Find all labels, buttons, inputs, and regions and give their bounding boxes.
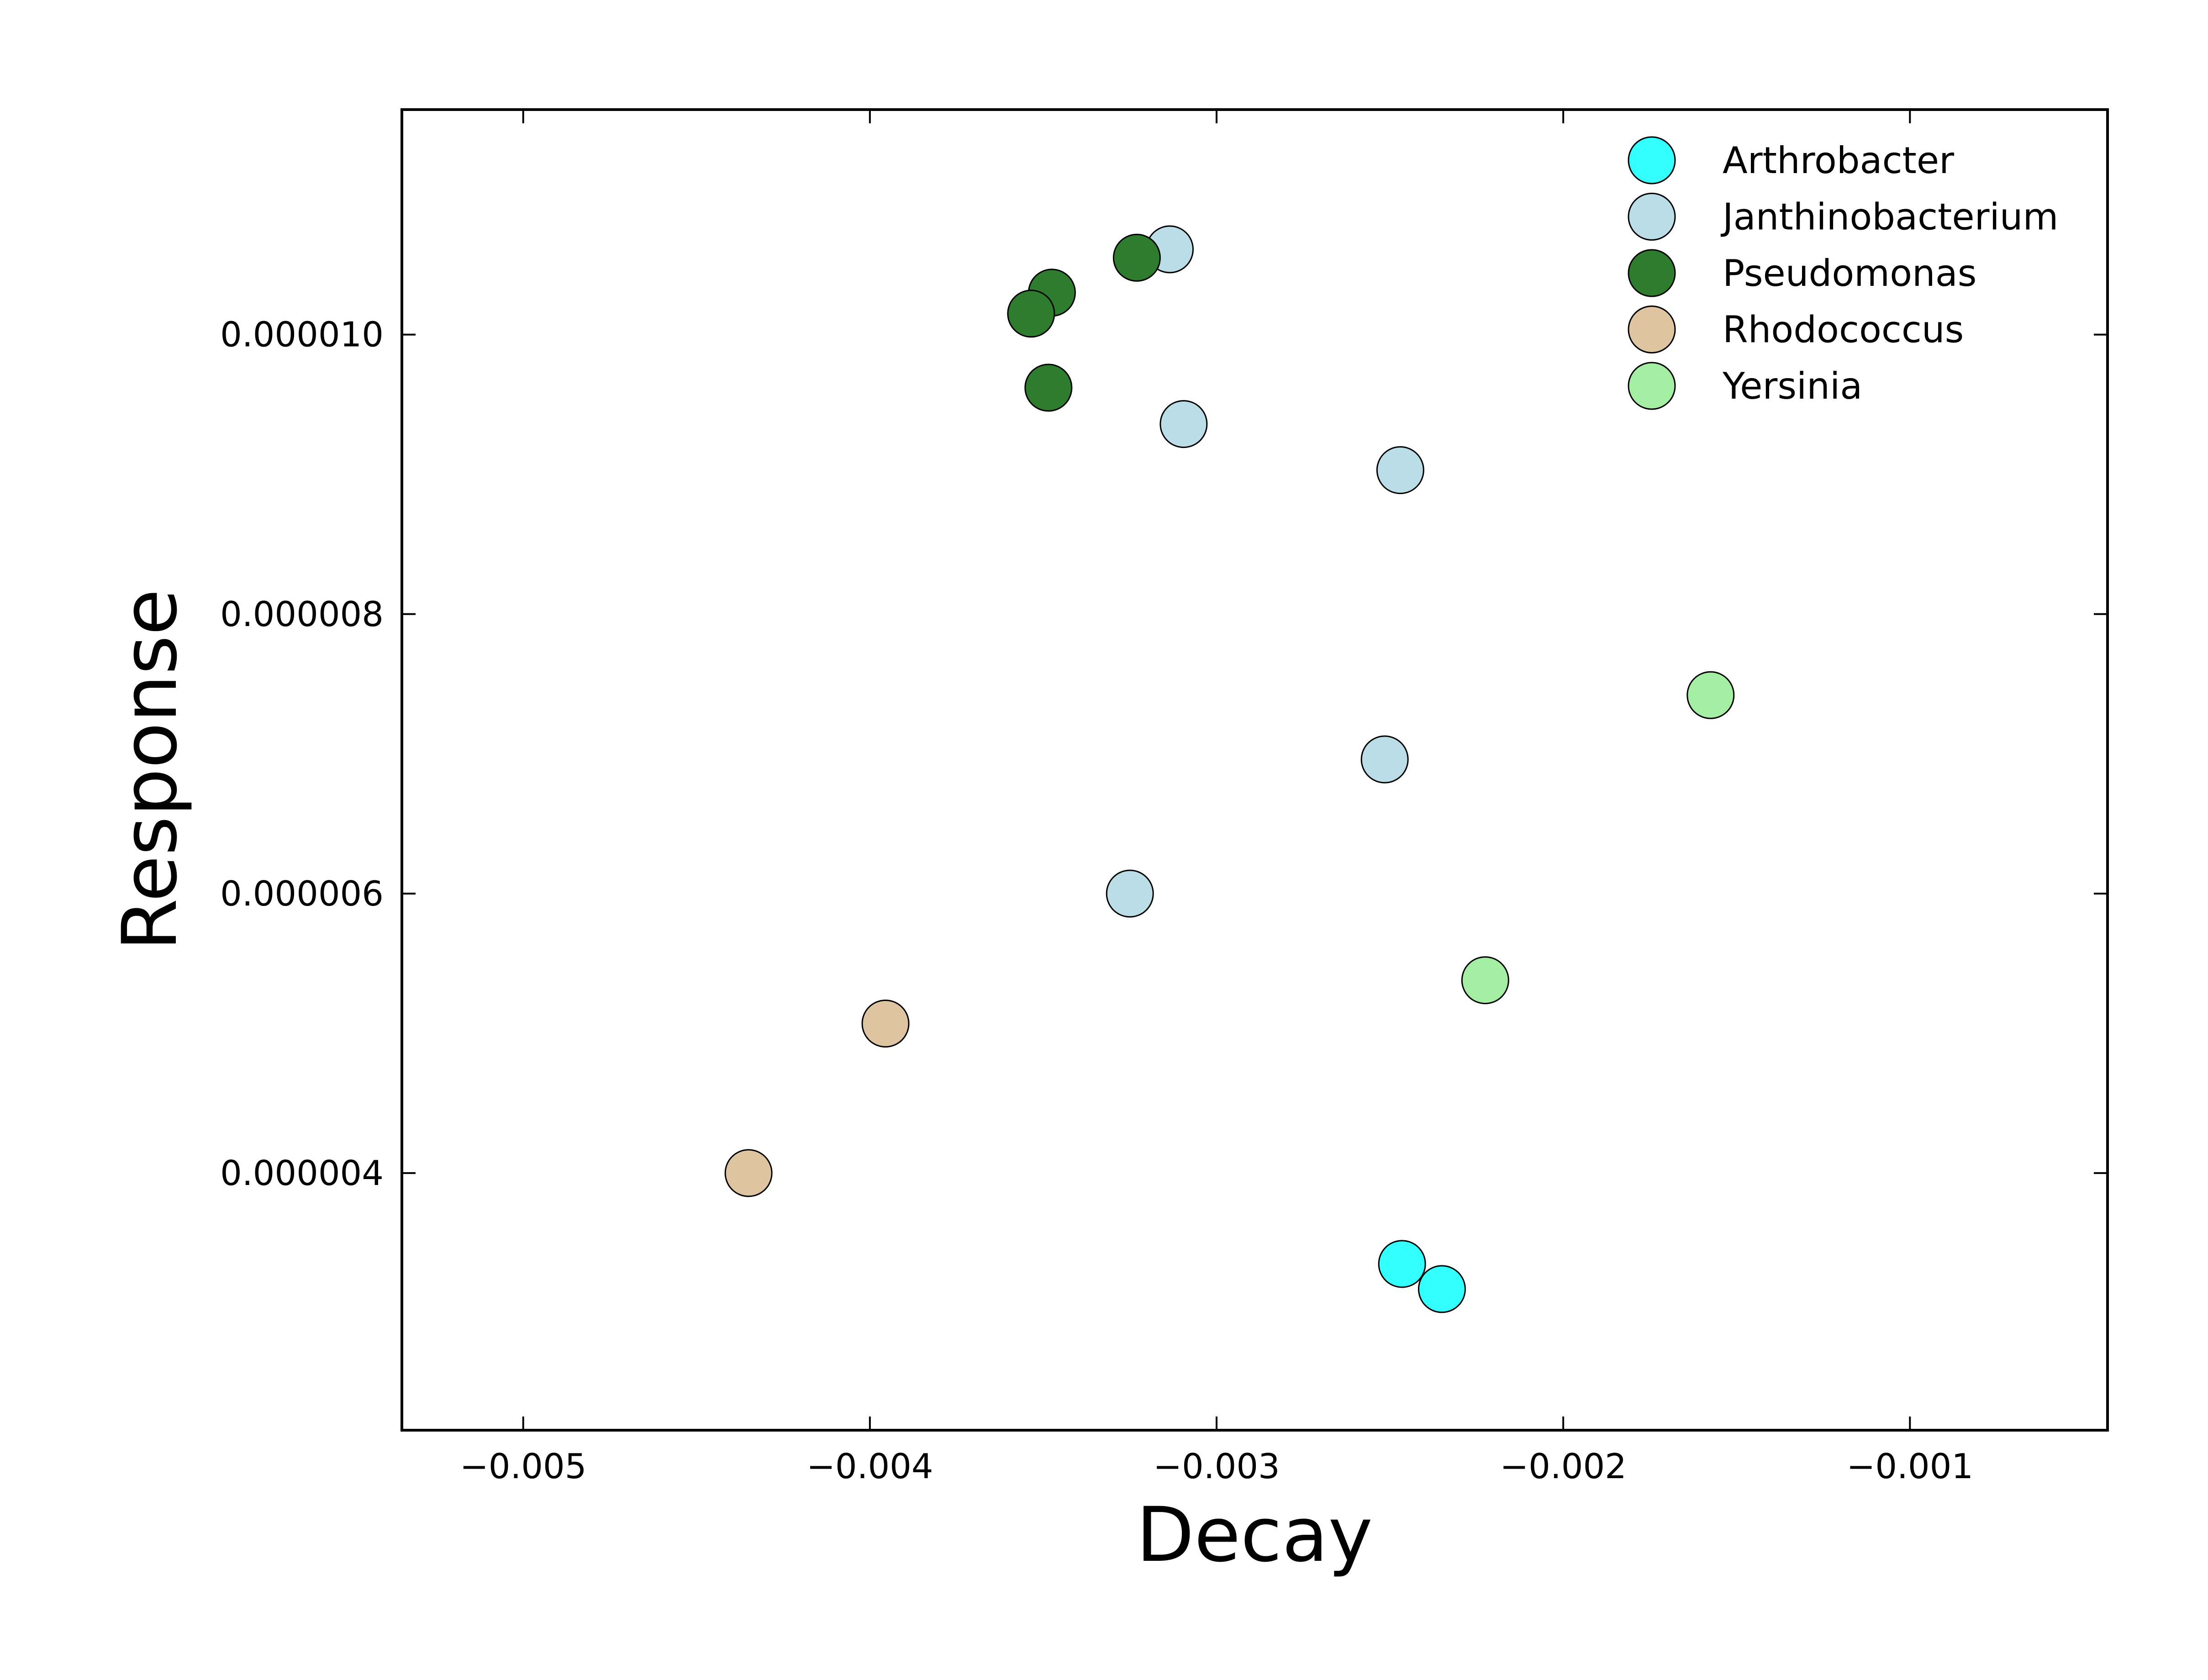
data-point-pseudomonas [1112, 233, 1161, 282]
legend-marker-arthrobacter [1628, 136, 1676, 184]
x-tick-label: −0.001 [1847, 1446, 1974, 1486]
x-tick-label: −0.002 [1500, 1446, 1627, 1486]
data-point-arthrobacter [1418, 1265, 1466, 1313]
legend-marker-yersinia [1628, 362, 1676, 410]
y-tick-label: 0.000004 [220, 1153, 384, 1193]
legend-label-pseudomonas: Pseudomonas [1723, 252, 1976, 295]
data-point-pseudomonas [1007, 290, 1055, 338]
data-point-janthinobacterium [1159, 400, 1208, 448]
data-point-janthinobacterium [1106, 869, 1154, 918]
x-axis-ticks: −0.005 −0.004 −0.003 −0.002 −0.001 [460, 110, 1973, 1486]
plot-area [402, 110, 2108, 1430]
legend-marker-pseudomonas [1628, 249, 1676, 297]
y-axis-ticks: 0.000004 0.000006 0.000008 0.000010 [220, 315, 2108, 1193]
legend: Arthrobacter Janthinobacterium Pseudomonas… [1628, 136, 2058, 410]
y-tick-label: 0.000008 [220, 594, 384, 634]
data-point-janthinobacterium [1376, 446, 1424, 495]
y-axis-title: Response [106, 589, 194, 951]
data-point-janthinobacterium [1360, 735, 1409, 784]
y-tick-label: 0.000010 [220, 315, 384, 355]
x-tick-label: −0.003 [1153, 1446, 1280, 1486]
legend-label-yersinia: Yersinia [1722, 365, 1862, 407]
data-point-rhodococcus [861, 999, 910, 1048]
legend-label-rhodococcus: Rhodococcus [1723, 309, 1964, 351]
legend-marker-janthinobacterium [1628, 193, 1676, 241]
legend-marker-rhodococcus [1628, 305, 1676, 353]
y-tick-label: 0.000006 [220, 874, 384, 914]
data-point-yersinia [1686, 671, 1735, 719]
x-axis-title: Decay [1136, 1491, 1373, 1579]
data-point-yersinia [1461, 956, 1509, 1005]
legend-label-arthrobacter: Arthrobacter [1723, 139, 1954, 182]
data-points [724, 225, 1735, 1313]
legend-label-janthinobacterium: Janthinobacterium [1720, 196, 2058, 238]
data-point-pseudomonas [1024, 363, 1073, 412]
data-point-rhodococcus [724, 1149, 773, 1197]
x-tick-label: −0.005 [460, 1446, 587, 1486]
x-tick-label: −0.004 [806, 1446, 933, 1486]
plot-frame [400, 108, 2109, 1432]
data-point-arthrobacter [1378, 1240, 1426, 1288]
